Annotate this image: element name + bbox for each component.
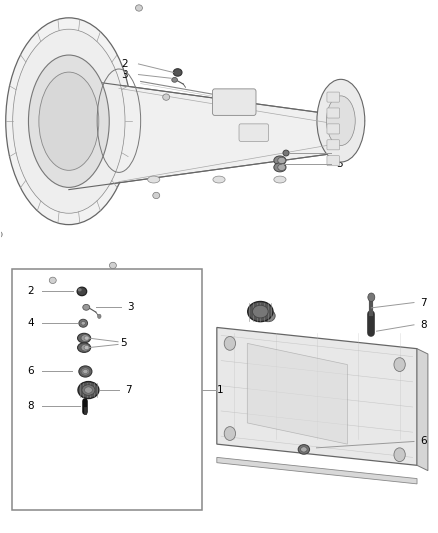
Ellipse shape	[298, 445, 310, 454]
Ellipse shape	[213, 176, 225, 183]
Ellipse shape	[135, 5, 142, 11]
Ellipse shape	[261, 310, 275, 321]
Text: 8: 8	[420, 320, 427, 330]
Ellipse shape	[78, 288, 82, 292]
Ellipse shape	[79, 366, 92, 377]
Text: 8: 8	[28, 401, 34, 411]
Ellipse shape	[13, 29, 125, 213]
Ellipse shape	[77, 287, 87, 296]
Text: 7: 7	[125, 385, 132, 395]
Ellipse shape	[78, 382, 99, 399]
Circle shape	[394, 448, 405, 462]
Text: 5: 5	[336, 159, 343, 168]
Polygon shape	[217, 457, 417, 484]
Ellipse shape	[85, 387, 92, 393]
Ellipse shape	[0, 231, 2, 238]
Text: 4: 4	[336, 148, 343, 158]
Ellipse shape	[81, 344, 90, 351]
Text: 7: 7	[420, 297, 427, 308]
Ellipse shape	[78, 333, 91, 343]
Polygon shape	[247, 343, 347, 444]
Ellipse shape	[81, 335, 90, 342]
Text: 4: 4	[28, 318, 34, 328]
Ellipse shape	[84, 345, 89, 350]
Ellipse shape	[81, 368, 90, 375]
Ellipse shape	[83, 369, 88, 374]
Ellipse shape	[162, 94, 170, 100]
Polygon shape	[217, 327, 417, 465]
Bar	[12, 269, 201, 511]
Polygon shape	[69, 78, 365, 190]
Ellipse shape	[84, 336, 89, 340]
Ellipse shape	[173, 69, 182, 76]
FancyBboxPatch shape	[327, 140, 339, 150]
Ellipse shape	[28, 55, 109, 188]
Ellipse shape	[274, 163, 286, 172]
Circle shape	[394, 358, 405, 372]
Text: 6: 6	[28, 367, 34, 376]
Ellipse shape	[283, 150, 289, 156]
Ellipse shape	[248, 302, 273, 321]
Ellipse shape	[82, 385, 95, 395]
Polygon shape	[417, 349, 428, 471]
Ellipse shape	[317, 79, 365, 162]
Text: 2: 2	[121, 59, 127, 69]
Ellipse shape	[83, 304, 90, 310]
FancyBboxPatch shape	[239, 124, 268, 141]
Text: 6: 6	[420, 437, 427, 447]
Circle shape	[368, 293, 375, 302]
FancyBboxPatch shape	[327, 156, 339, 166]
FancyBboxPatch shape	[327, 92, 339, 102]
FancyBboxPatch shape	[327, 108, 339, 118]
Ellipse shape	[253, 305, 268, 318]
Circle shape	[98, 314, 101, 318]
Circle shape	[224, 336, 236, 350]
Ellipse shape	[153, 192, 160, 199]
FancyBboxPatch shape	[327, 124, 339, 134]
Ellipse shape	[148, 176, 160, 183]
Ellipse shape	[6, 18, 132, 224]
Ellipse shape	[49, 277, 56, 284]
Circle shape	[224, 426, 236, 440]
Ellipse shape	[274, 156, 286, 165]
Ellipse shape	[326, 96, 355, 146]
Ellipse shape	[300, 447, 307, 452]
Ellipse shape	[278, 157, 286, 164]
Ellipse shape	[39, 72, 99, 171]
Text: 2: 2	[28, 286, 34, 296]
Ellipse shape	[81, 321, 85, 325]
Ellipse shape	[274, 176, 286, 183]
Text: 1: 1	[217, 384, 224, 394]
FancyBboxPatch shape	[212, 89, 256, 115]
Ellipse shape	[79, 319, 88, 327]
Text: 5: 5	[120, 338, 127, 349]
Text: 3: 3	[127, 302, 134, 312]
Ellipse shape	[278, 164, 286, 171]
Text: 3: 3	[121, 70, 127, 79]
Ellipse shape	[110, 262, 117, 269]
Ellipse shape	[78, 343, 91, 352]
Ellipse shape	[172, 77, 177, 82]
